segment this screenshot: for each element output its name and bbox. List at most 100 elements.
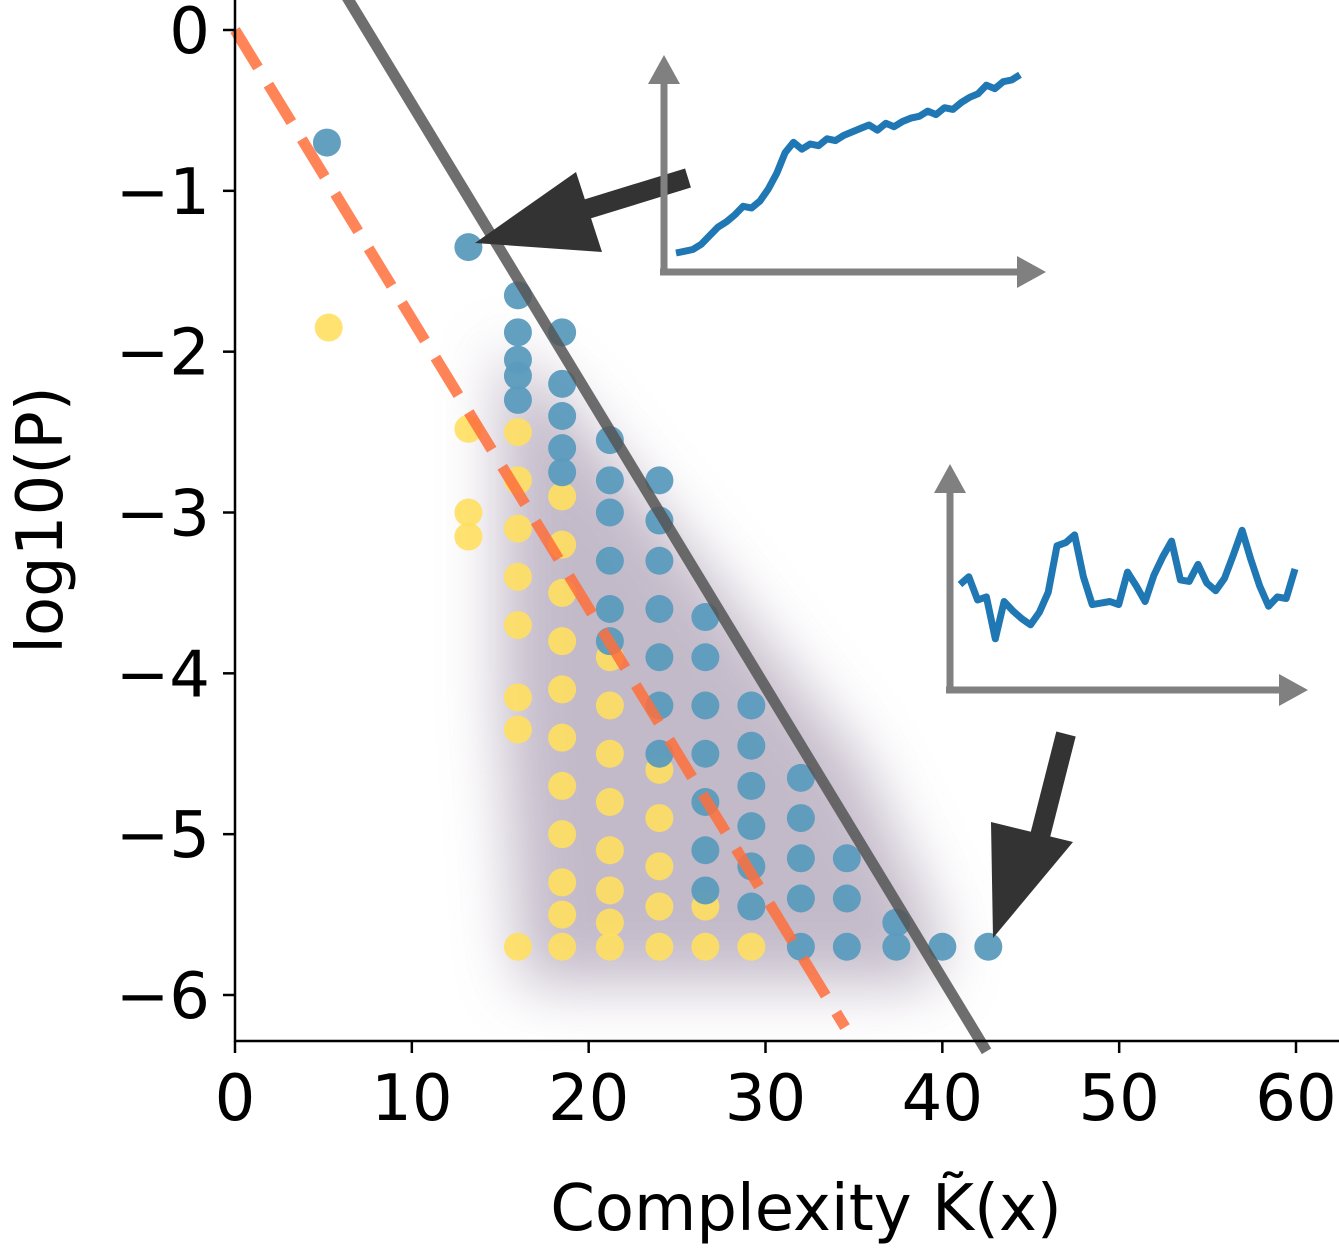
x-tick-label-1: 10 (371, 1062, 452, 1136)
yellow-point-15 (548, 627, 577, 656)
blue-point-26 (691, 643, 720, 672)
blue-point-41 (786, 884, 815, 913)
yellow-point-3 (454, 522, 483, 551)
yellow-point-2 (454, 498, 483, 527)
lower-arrow (991, 731, 1076, 938)
yellow-point-25 (595, 739, 624, 768)
yellow-point-37 (691, 932, 720, 961)
blue-point-15 (595, 546, 624, 575)
yellow-point-11 (503, 932, 532, 961)
yellow-point-6 (503, 514, 532, 543)
blue-point-48 (928, 932, 957, 961)
y-tick-label-3: −3 (116, 478, 210, 552)
inset-noise-line (957, 526, 1299, 643)
scatter-points (312, 128, 1003, 961)
inset-trending-series (648, 55, 1046, 288)
blue-point-49 (974, 932, 1003, 961)
x-tick-label-0: 0 (215, 1062, 256, 1136)
x-tick-label-5: 50 (1078, 1062, 1159, 1136)
gray-solid-line (342, 0, 992, 1055)
inset-noisy-series (934, 464, 1308, 706)
yellow-point-17 (548, 723, 577, 752)
blue-point-21 (645, 595, 674, 623)
blue-point-0 (312, 128, 341, 157)
inset-y-arrowhead (648, 55, 680, 84)
axis-ticks: 0 10 20 30 40 50 60 0 −1 −2 −3 −4 −5 −6 (116, 0, 1337, 1136)
blue-point-45 (832, 932, 861, 961)
y-tick-label-1: −1 (116, 156, 210, 230)
blue-point-40 (786, 844, 815, 873)
y-tick-label-6: −6 (116, 960, 210, 1034)
inset-x-arrowhead (1017, 256, 1046, 288)
yellow-point-26 (595, 788, 624, 816)
blue-point-47 (882, 932, 911, 961)
yellow-point-21 (548, 900, 577, 929)
blue-point-37 (737, 892, 766, 921)
x-tick-label-6: 60 (1255, 1062, 1336, 1136)
x-tick-label-3: 30 (725, 1062, 806, 1136)
yellow-point-4 (503, 418, 532, 447)
yellow-point-10 (503, 715, 532, 744)
yellow-point-33 (645, 852, 674, 881)
blue-point-5 (503, 361, 532, 390)
y-tick-label-4: −4 (116, 638, 210, 712)
blue-point-16 (595, 595, 624, 623)
inset-x-arrowhead (1279, 674, 1308, 706)
blue-point-13 (595, 466, 624, 495)
blue-point-30 (691, 836, 720, 865)
yellow-point-34 (645, 892, 674, 921)
blue-point-28 (691, 739, 720, 768)
blue-point-1 (454, 233, 483, 262)
yellow-point-7 (503, 562, 532, 591)
yellow-point-27 (595, 836, 624, 865)
yellow-point-29 (595, 908, 624, 937)
blue-point-10 (548, 434, 577, 463)
yellow-point-20 (548, 868, 577, 897)
yellow-point-9 (503, 683, 532, 712)
blue-point-38 (786, 763, 815, 792)
yellow-point-12 (548, 482, 577, 511)
yellow-point-38 (737, 932, 766, 961)
inset-trend-line (675, 71, 1022, 257)
yellow-point-32 (645, 804, 674, 833)
y-tick-label-2: −2 (116, 317, 210, 391)
blue-point-27 (691, 691, 720, 720)
blue-point-11 (548, 458, 577, 487)
orange-dashed-line (230, 27, 850, 1031)
y-tick-label-0: 0 (169, 0, 210, 69)
yellow-point-19 (548, 820, 577, 849)
y-tick-label-5: −5 (116, 799, 210, 873)
blue-point-43 (832, 844, 861, 873)
x-tick-label-4: 40 (902, 1062, 983, 1136)
blue-point-9 (548, 402, 577, 430)
upper-arrow (475, 168, 691, 252)
y-axis-label: log10(P) (4, 386, 78, 654)
yellow-point-0 (314, 313, 343, 342)
yellow-point-18 (548, 771, 577, 800)
blue-point-33 (737, 731, 766, 760)
yellow-point-16 (548, 675, 577, 704)
blue-point-8 (548, 369, 577, 398)
blue-point-3 (503, 318, 532, 347)
x-axis-label: Complexity K̃(x) (550, 1170, 1062, 1246)
blue-point-6 (503, 385, 532, 414)
blue-point-44 (832, 884, 861, 913)
blue-point-32 (737, 691, 766, 720)
blue-point-18 (645, 466, 674, 495)
blue-point-39 (786, 804, 815, 833)
blue-point-20 (645, 546, 674, 575)
yellow-point-8 (503, 611, 532, 640)
x-tick-label-2: 20 (548, 1062, 629, 1136)
blue-point-24 (645, 739, 674, 768)
trend-lines (230, 0, 992, 1055)
blue-point-31 (691, 876, 720, 905)
yellow-point-30 (595, 932, 624, 961)
inset-y-arrowhead (934, 464, 966, 493)
blue-point-14 (595, 498, 624, 527)
yellow-point-24 (595, 691, 624, 720)
blue-point-35 (737, 812, 766, 841)
blue-point-34 (737, 771, 766, 800)
yellow-point-35 (645, 932, 674, 961)
blue-point-22 (645, 643, 674, 672)
